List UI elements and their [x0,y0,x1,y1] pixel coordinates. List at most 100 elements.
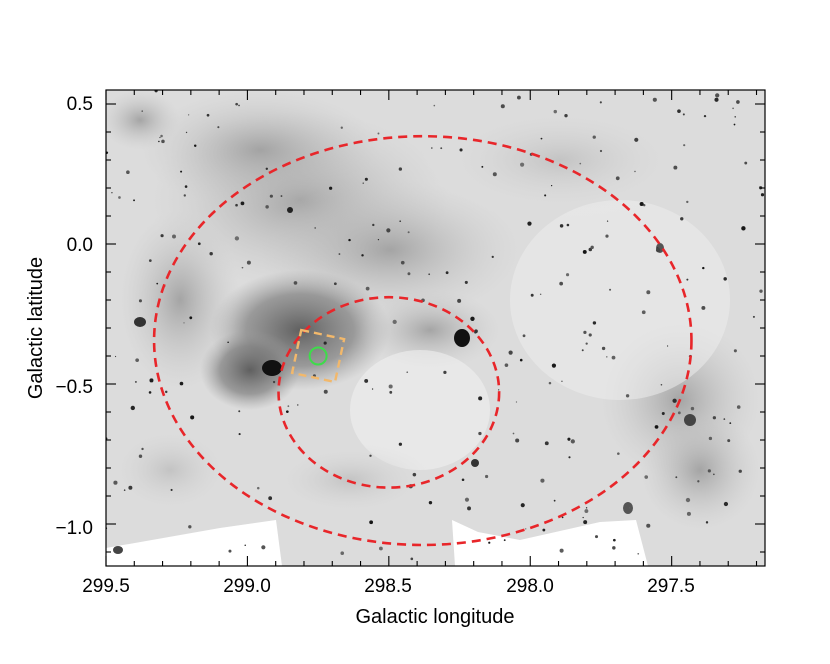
point-source [708,436,713,441]
point-source [400,260,405,265]
point-source [389,390,393,394]
point-source [183,322,185,324]
point-source [690,406,695,411]
point-source [612,538,616,542]
source-marker-circle [308,346,328,366]
point-source [592,321,597,325]
point-source [474,329,478,334]
overlays [152,134,693,547]
point-source [314,227,316,229]
point-source [686,511,691,516]
point-source [388,384,393,389]
point-source [364,177,368,181]
point-source [515,401,518,403]
point-source [723,277,727,281]
point-source [338,253,341,255]
point-source [508,350,513,355]
point-source [744,161,748,165]
point-source [685,497,691,503]
point-source [522,334,526,338]
point-source [467,506,472,511]
point-source [378,546,383,551]
point-source [585,507,588,509]
point-source [443,370,447,375]
point-source [227,341,229,343]
point-source [544,194,547,197]
x-tick-label: 297.5 [647,576,695,597]
point-source [634,170,636,173]
point-source [141,110,143,112]
point-source [680,217,684,221]
point-source [540,137,543,140]
point-source [285,410,289,414]
point-source [238,104,240,107]
point-source [113,480,118,485]
point-source [606,356,608,358]
point-source [615,176,620,181]
point-source [675,476,678,479]
x-tick-label: 298.5 [364,576,412,597]
point-source [461,478,465,482]
point-source [540,478,545,483]
point-source [156,282,159,285]
point-source [369,520,374,525]
point-source [392,319,397,324]
point-source [617,452,620,455]
point-source [464,280,468,284]
point-source [398,167,403,171]
point-source [118,196,121,199]
point-source [703,114,707,118]
point-source [135,358,140,363]
point-source [732,107,734,110]
point-source [369,454,372,457]
point-source [362,182,364,184]
point-source [158,140,160,143]
point-source [738,469,742,473]
point-source [481,165,484,168]
point-source [386,228,391,233]
point-source [238,433,241,436]
point-source [727,439,731,443]
point-source [646,523,651,528]
point-source [714,97,719,102]
point-source [752,315,755,318]
point-source [172,234,176,239]
point-source [517,95,521,100]
point-source [760,193,765,197]
point-source [655,247,661,253]
point-source [287,405,290,408]
point-source [340,126,343,129]
point-source [238,410,241,413]
point-source [329,186,333,190]
point-source [431,147,433,149]
point-source [723,418,726,420]
point-source [734,116,736,118]
point-source [365,286,370,291]
point-source [733,123,736,126]
point-source [686,200,689,204]
point-source [428,273,431,276]
point-source [189,316,193,320]
point-source [193,144,197,147]
x-tick-label: 299.0 [223,576,271,597]
point-source [683,144,686,147]
point-source [551,363,557,368]
point-source [628,506,631,509]
x-tick-label: 298.0 [506,576,554,597]
point-source [654,425,659,429]
x-axis-title: Galactic longitude [356,606,515,628]
point-source [161,139,165,144]
point-source [565,273,570,277]
point-source [682,113,685,116]
point-source [594,535,599,539]
point-source [599,101,602,104]
point-source [228,549,232,553]
point-sources [106,90,765,561]
point-source [697,480,700,483]
point-source [601,346,606,351]
point-source [491,255,494,259]
point-source [412,472,417,477]
point-source [625,394,630,398]
point-source [542,528,546,532]
point-source [519,358,523,362]
